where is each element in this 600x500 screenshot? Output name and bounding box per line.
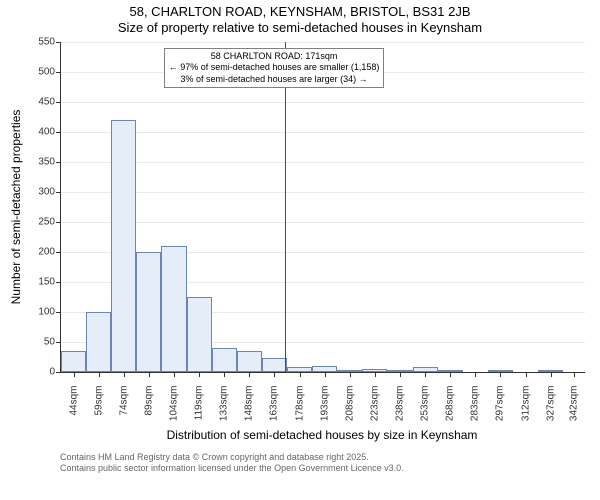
histogram-bar (111, 120, 136, 372)
x-tick-label: 253sqm (420, 384, 431, 422)
chart-container: { "title_line1": "58, CHARLTON ROAD, KEY… (0, 0, 600, 500)
x-tick (174, 372, 175, 377)
annotation-line: 58 CHARLTON ROAD: 171sqm (169, 51, 380, 62)
x-tick (325, 372, 326, 377)
x-tick-label: 297sqm (495, 384, 506, 422)
x-tick-label: 208sqm (344, 384, 355, 422)
x-tick (124, 372, 125, 377)
annotation-box: 58 CHARLTON ROAD: 171sqm← 97% of semi-de… (164, 48, 385, 88)
x-tick-label: 342sqm (569, 384, 580, 422)
x-tick (425, 372, 426, 377)
x-tick-label: 133sqm (219, 384, 230, 422)
x-tick (74, 372, 75, 377)
y-tick-label: 50 (44, 337, 61, 348)
y-tick-label: 250 (38, 217, 61, 228)
y-tick-label: 400 (38, 127, 61, 138)
x-tick (551, 372, 552, 377)
x-tick (300, 372, 301, 377)
x-tick (450, 372, 451, 377)
x-tick-label: 193sqm (319, 384, 330, 422)
x-tick-label: 89sqm (143, 384, 154, 416)
histogram-bar (161, 246, 186, 372)
gridline (61, 132, 585, 133)
plot-area: 05010015020025030035040045050055044sqm59… (60, 42, 585, 373)
y-tick-label: 350 (38, 157, 61, 168)
x-tick-label: 223sqm (369, 384, 380, 422)
y-axis-label: Number of semi-detached properties (9, 110, 23, 305)
x-tick-label: 327sqm (545, 384, 556, 422)
histogram-bar (136, 252, 161, 372)
histogram-bar (262, 358, 287, 372)
histogram-bar (212, 348, 237, 372)
x-axis-label: Distribution of semi-detached houses by … (167, 428, 478, 442)
histogram-bar (237, 351, 262, 372)
x-tick (99, 372, 100, 377)
x-tick (475, 372, 476, 377)
title-line-1: 58, CHARLTON ROAD, KEYNSHAM, BRISTOL, BS… (0, 4, 600, 20)
gridline (61, 222, 585, 223)
gridline (61, 192, 585, 193)
gridline (61, 102, 585, 103)
x-tick-label: 178sqm (294, 384, 305, 422)
x-tick-label: 59sqm (93, 384, 104, 416)
footer-attribution: Contains HM Land Registry data © Crown c… (60, 452, 404, 475)
x-tick-label: 238sqm (395, 384, 406, 422)
x-tick (274, 372, 275, 377)
x-tick (375, 372, 376, 377)
footer-line-1: Contains HM Land Registry data © Crown c… (60, 452, 404, 463)
x-tick-label: 119sqm (194, 384, 205, 421)
x-tick (400, 372, 401, 377)
x-tick-label: 104sqm (169, 384, 180, 422)
x-tick (574, 372, 575, 377)
y-tick-label: 300 (38, 187, 61, 198)
footer-line-2: Contains public sector information licen… (60, 463, 404, 474)
y-tick-label: 200 (38, 247, 61, 258)
y-tick-label: 500 (38, 67, 61, 78)
x-tick-label: 283sqm (470, 384, 481, 422)
x-tick (199, 372, 200, 377)
y-tick-label: 550 (38, 37, 61, 48)
annotation-line: 3% of semi-detached houses are larger (3… (169, 74, 380, 85)
x-tick-label: 74sqm (118, 384, 129, 416)
title-line-2: Size of property relative to semi-detach… (0, 20, 600, 36)
x-tick-label: 312sqm (520, 384, 531, 422)
x-tick (224, 372, 225, 377)
histogram-bar (61, 351, 86, 372)
x-tick-label: 268sqm (445, 384, 456, 422)
histogram-bar (86, 312, 111, 372)
reference-line (285, 42, 286, 372)
y-tick-label: 100 (38, 307, 61, 318)
x-tick (149, 372, 150, 377)
x-tick (350, 372, 351, 377)
y-tick-label: 0 (49, 367, 61, 378)
y-tick-label: 150 (38, 277, 61, 288)
x-tick (500, 372, 501, 377)
x-tick (249, 372, 250, 377)
x-tick (526, 372, 527, 377)
histogram-bar (187, 297, 212, 372)
chart-title: 58, CHARLTON ROAD, KEYNSHAM, BRISTOL, BS… (0, 0, 600, 37)
gridline (61, 42, 585, 43)
x-tick-label: 148sqm (244, 384, 255, 422)
x-tick-label: 44sqm (68, 384, 79, 416)
x-tick-label: 163sqm (269, 384, 280, 422)
y-tick-label: 450 (38, 97, 61, 108)
gridline (61, 162, 585, 163)
annotation-line: ← 97% of semi-detached houses are smalle… (169, 62, 380, 73)
